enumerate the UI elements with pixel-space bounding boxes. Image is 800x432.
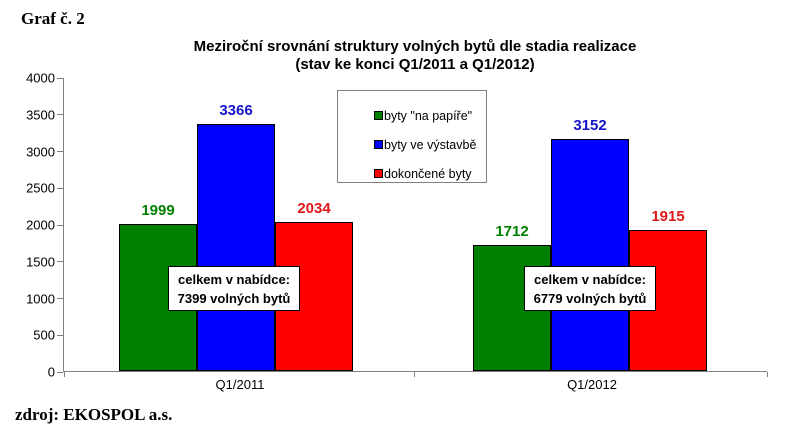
legend-swatch-icon [374, 111, 383, 120]
y-axis-tick-label: 0 [47, 364, 55, 380]
annotation-line: 7399 volných bytů [177, 291, 291, 306]
x-axis-category-label: Q1/2012 [567, 377, 617, 392]
y-axis-tick-mark [57, 298, 63, 299]
bar-value-label: 2034 [297, 200, 331, 217]
bar-value-label: 1915 [651, 208, 685, 225]
y-axis-tick-label: 3000 [26, 144, 55, 159]
source-label: zdroj: EKOSPOL a.s. [15, 405, 173, 424]
bar-q1/2012-series-1 [551, 139, 629, 371]
annotation-line: celkem v nabídce: [534, 272, 646, 287]
y-axis-tick-label: 1500 [26, 254, 55, 270]
legend-item: dokončené byty [374, 159, 486, 188]
legend: byty "na papíře" byty ve výstavbě dokončen… [337, 90, 487, 183]
y-axis-tick-mark [57, 77, 63, 79]
bar-value-label: 3152 [573, 117, 607, 134]
legend-item-label: byty ve výstavbě [384, 137, 477, 152]
y-axis-tick-mark [57, 114, 63, 116]
chart-title: Meziroční srovnání struktury volných byt… [193, 38, 637, 55]
bar-q1/2011-series-1 [197, 124, 275, 371]
annotation-line: celkem v nabídce: [178, 272, 290, 287]
graph-number-label: Graf č. 2 [21, 9, 85, 28]
y-axis-tick-mark [57, 151, 63, 152]
legend-item: byty "na papíře" [374, 101, 486, 130]
legend-item-label: byty "na papíře" [384, 108, 473, 123]
chart-subtitle: (stav ke konci Q1/2011 a Q1/2012) [295, 56, 535, 73]
bar-value-label: 3366 [219, 102, 253, 119]
total-annotation-box: celkem v nabídce: 7399 volných bytů [168, 266, 300, 311]
y-axis-tick-label: 500 [33, 327, 55, 343]
y-axis-tick-label: 1000 [26, 291, 55, 306]
x-axis-tick-mark [414, 372, 415, 377]
legend-swatch-icon [374, 140, 383, 149]
bar-value-label: 1999 [141, 202, 175, 219]
y-axis-tick-mark [57, 371, 63, 373]
y-axis-tick-mark [57, 224, 63, 226]
y-axis-tick-label: 3500 [26, 107, 55, 123]
bar-value-label: 1712 [495, 223, 529, 240]
total-annotation-box: celkem v nabídce: 6779 volných bytů [524, 266, 656, 311]
legend-item: byty ve výstavbě [374, 130, 486, 159]
y-axis-tick-label: 2500 [26, 180, 55, 196]
x-axis-tick-mark [767, 372, 768, 377]
y-axis-tick-label: 4000 [26, 70, 55, 86]
y-axis-tick-mark [57, 261, 63, 263]
y-axis-tick-mark [57, 334, 63, 336]
legend-item-label: dokončené byty [384, 166, 472, 181]
x-axis-category-label: Q1/2011 [215, 377, 265, 392]
y-axis-tick-label: 2000 [26, 217, 55, 233]
x-axis-tick-mark [64, 372, 65, 377]
y-axis-tick-mark [57, 187, 63, 189]
legend-swatch-icon [374, 169, 383, 178]
annotation-line: 6779 volných bytů [533, 291, 647, 306]
